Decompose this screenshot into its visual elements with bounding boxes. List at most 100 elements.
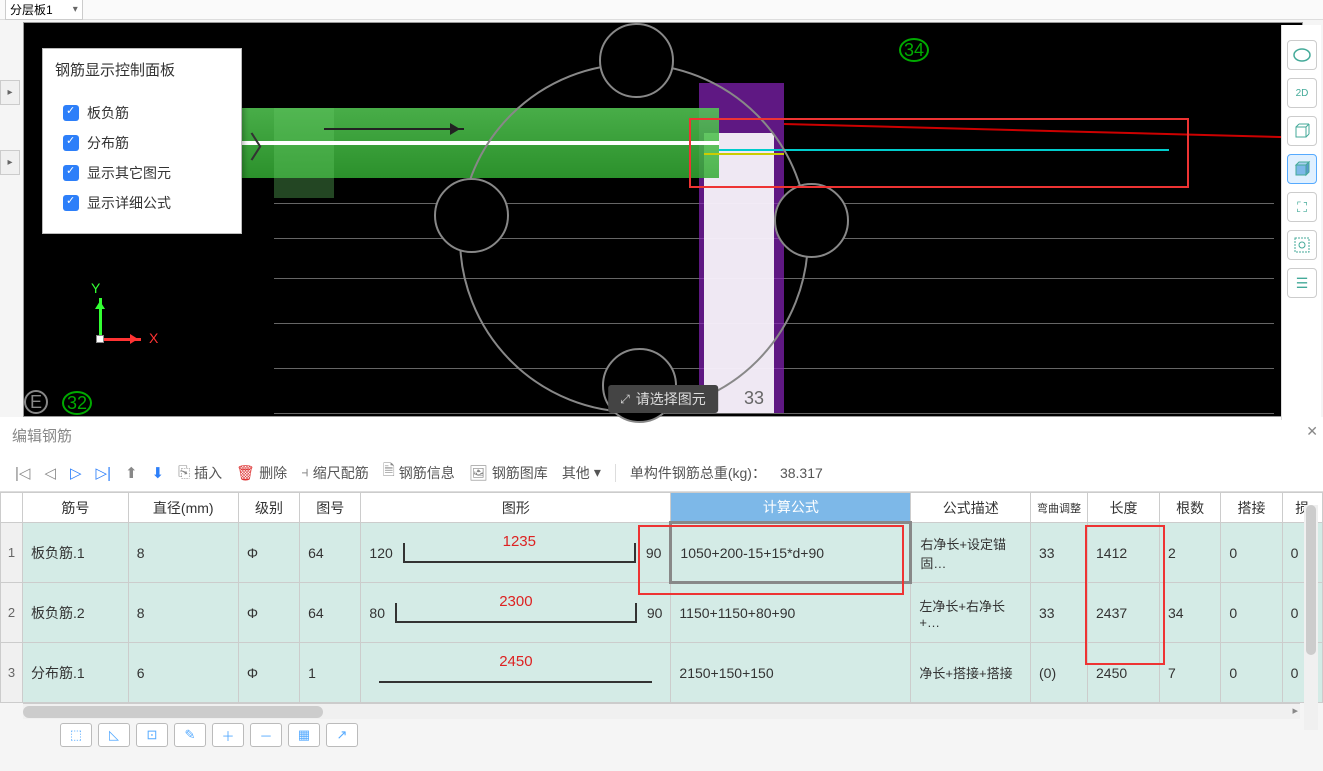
last-button[interactable]: ▷| xyxy=(96,464,111,482)
cell-code[interactable]: 1 xyxy=(300,643,361,703)
right-toolbar: 2D ⛶ ☰ xyxy=(1281,25,1321,420)
col-cnt[interactable]: 根数 xyxy=(1160,493,1221,523)
delete-button[interactable]: 🗑删除 xyxy=(236,463,287,483)
cell-name[interactable]: 板负筋.1 xyxy=(23,523,129,583)
first-button[interactable]: |◁ xyxy=(15,464,30,482)
cell-cnt[interactable]: 34 xyxy=(1160,583,1221,643)
tool-button[interactable]: ▦ xyxy=(288,723,320,747)
left-expand-button-1[interactable]: ▸ xyxy=(0,80,20,105)
table-row[interactable]: 1 板负筋.1 8 Φ 64 120123590 1050+200-15+15*… xyxy=(1,523,1323,583)
cell-grade[interactable]: Φ xyxy=(238,583,299,643)
cell-adj[interactable]: (0) xyxy=(1031,643,1088,703)
tool-button[interactable]: ◺ xyxy=(98,723,130,747)
viewport-3d[interactable]: 〉 E 32 33 34 Y X ⤢ 请选择图元 钢筋显示控制面板 板负筋 分布… xyxy=(23,22,1303,417)
layer-dropdown[interactable]: 分层板1 xyxy=(5,0,83,20)
left-expand-button-2[interactable]: ▸ xyxy=(0,150,20,175)
isolate-button[interactable] xyxy=(1287,230,1317,260)
handle-circle[interactable] xyxy=(434,178,509,253)
cell-shape[interactable]: 120123590 xyxy=(361,523,671,583)
play-button[interactable]: ▷ xyxy=(70,464,82,482)
cell-desc[interactable]: 净长+搭接+搭接 xyxy=(911,643,1031,703)
insert-button[interactable]: ⎘插入 xyxy=(178,463,222,483)
cell-formula[interactable]: 1150+1150+80+90 xyxy=(671,583,911,643)
cell-len[interactable]: 2450 xyxy=(1088,643,1160,703)
checkbox-icon[interactable] xyxy=(63,165,79,181)
cell-desc[interactable]: 左净长+右净长+… xyxy=(911,583,1031,643)
col-desc[interactable]: 公式描述 xyxy=(911,493,1031,523)
tool-button[interactable]: ✎ xyxy=(174,723,206,747)
cell-lap[interactable]: 0 xyxy=(1221,523,1282,583)
cell-shape[interactable]: 80230090 xyxy=(361,583,671,643)
cell-lap[interactable]: 0 xyxy=(1221,583,1282,643)
cell-lap[interactable]: 0 xyxy=(1221,643,1282,703)
cell-cnt[interactable]: 7 xyxy=(1160,643,1221,703)
scale-button[interactable]: ⫞缩尺配筋 xyxy=(301,463,369,483)
table-row[interactable]: 2 板负筋.2 8 Φ 64 80230090 1150+1150+80+90 … xyxy=(1,583,1323,643)
orbit-button[interactable] xyxy=(1287,40,1317,70)
col-formula[interactable]: 计算公式 xyxy=(671,493,911,523)
list-button[interactable]: ☰ xyxy=(1287,268,1317,298)
checkbox-icon[interactable] xyxy=(63,105,79,121)
col-lap[interactable]: 搭接 xyxy=(1221,493,1282,523)
view-wireframe-button[interactable] xyxy=(1287,116,1317,146)
cell-code[interactable]: 64 xyxy=(300,523,361,583)
trash-icon: 🗑 xyxy=(236,464,255,482)
tool-button[interactable]: ＋ xyxy=(212,723,244,747)
cell-adj[interactable]: 33 xyxy=(1031,523,1088,583)
col-shape[interactable]: 图形 xyxy=(361,493,671,523)
checkbox-item[interactable]: 显示其它图元 xyxy=(63,158,221,188)
handle-circle[interactable] xyxy=(774,183,849,258)
view-solid-button[interactable] xyxy=(1287,154,1317,184)
collapse-icon[interactable]: ⤢ xyxy=(620,392,630,407)
info-button[interactable]: 🗎钢筋信息 xyxy=(383,460,455,485)
other-dropdown[interactable]: 其他 ▾ xyxy=(562,463,601,483)
prev-button[interactable]: ◁ xyxy=(44,464,56,482)
checkbox-icon[interactable] xyxy=(63,195,79,211)
col-dia[interactable]: 直径(mm) xyxy=(128,493,238,523)
horizontal-scrollbar[interactable]: ▸ xyxy=(23,703,1300,719)
col-grade[interactable]: 级别 xyxy=(238,493,299,523)
cell-formula[interactable]: 1050+200-15+15*d+90 xyxy=(671,523,911,583)
cell-dia[interactable]: 8 xyxy=(128,523,238,583)
checkbox-item[interactable]: 板负筋 xyxy=(63,98,221,128)
rebar-table[interactable]: 筋号 直径(mm) 级别 图号 图形 计算公式 公式描述 弯曲调整 长度 根数 … xyxy=(0,492,1323,703)
table-row[interactable]: 3 分布筋.1 6 Φ 1 2450 2150+150+150 净长+搭接+搭接… xyxy=(1,643,1323,703)
up-button[interactable]: ⬆ xyxy=(125,464,138,482)
cell-formula[interactable]: 2150+150+150 xyxy=(671,643,911,703)
cell-grade[interactable]: Φ xyxy=(238,643,299,703)
col-code[interactable]: 图号 xyxy=(300,493,361,523)
edit-toolbar: |◁ ◁ ▷ ▷| ⬆ ⬇ ⎘插入 🗑删除 ⫞缩尺配筋 🗎钢筋信息 🖼钢筋图库 … xyxy=(0,454,1323,492)
cell-desc[interactable]: 右净长+设定锚固… xyxy=(911,523,1031,583)
prompt-text: 请选择图元 xyxy=(636,389,706,409)
view-2d-button[interactable]: 2D xyxy=(1287,78,1317,108)
checkbox-item[interactable]: 显示详细公式 xyxy=(63,188,221,218)
cell-len[interactable]: 1412 xyxy=(1088,523,1160,583)
cell-code[interactable]: 64 xyxy=(300,583,361,643)
handle-circle[interactable] xyxy=(599,23,674,98)
cell-dia[interactable]: 8 xyxy=(128,583,238,643)
direction-arrow-icon xyxy=(324,128,464,130)
tool-button[interactable]: ↗ xyxy=(326,723,358,747)
cell-len[interactable]: 2437 xyxy=(1088,583,1160,643)
col-name[interactable]: 筋号 xyxy=(23,493,129,523)
cell-name[interactable]: 分布筋.1 xyxy=(23,643,129,703)
cell-cnt[interactable]: 2 xyxy=(1160,523,1221,583)
checkbox-item[interactable]: 分布筋 xyxy=(63,128,221,158)
tool-button[interactable]: － xyxy=(250,723,282,747)
vertical-scrollbar[interactable] xyxy=(1304,505,1318,730)
down-button[interactable]: ⬇ xyxy=(152,464,165,482)
checkbox-icon[interactable] xyxy=(63,135,79,151)
cell-grade[interactable]: Φ xyxy=(238,523,299,583)
cell-dia[interactable]: 6 xyxy=(128,643,238,703)
close-panel-button[interactable]: ✕ xyxy=(1306,423,1318,440)
library-button[interactable]: 🖼钢筋图库 xyxy=(469,463,548,483)
col-len[interactable]: 长度 xyxy=(1088,493,1160,523)
col-adj[interactable]: 弯曲调整 xyxy=(1031,493,1088,523)
cell-shape[interactable]: 2450 xyxy=(361,643,671,703)
cell-adj[interactable]: 33 xyxy=(1031,583,1088,643)
tool-button[interactable]: ⊡ xyxy=(136,723,168,747)
fullscreen-button[interactable]: ⛶ xyxy=(1287,192,1317,222)
cell-name[interactable]: 板负筋.2 xyxy=(23,583,129,643)
tool-button[interactable]: ⬚ xyxy=(60,723,92,747)
fullscreen-icon: ⛶ xyxy=(1297,199,1307,216)
